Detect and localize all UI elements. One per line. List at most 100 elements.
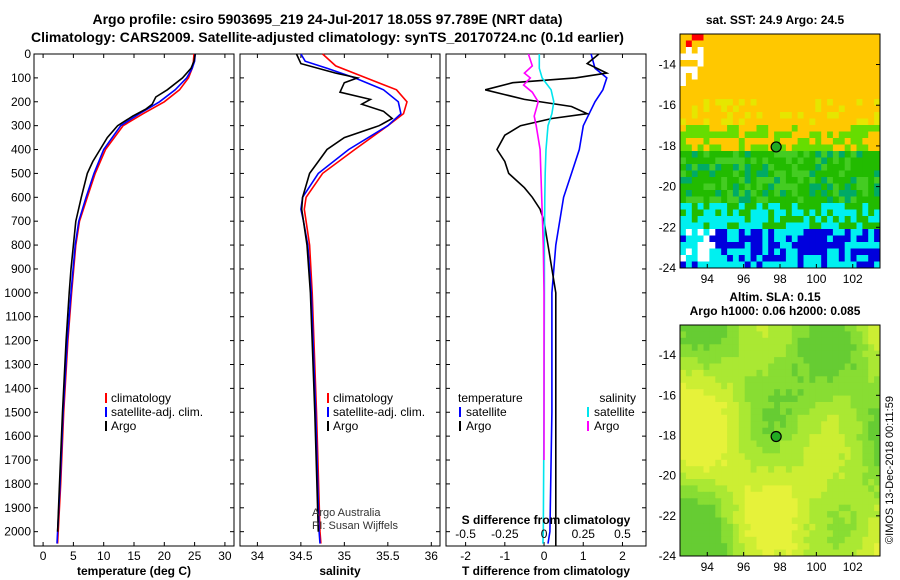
map-cell	[815, 511, 822, 518]
map-cell	[680, 144, 687, 152]
map-cell	[862, 131, 869, 139]
map-cell	[721, 414, 728, 422]
legend-label: climatology	[111, 391, 171, 405]
map-cell	[815, 170, 822, 178]
map-cell	[856, 485, 863, 493]
map-cell	[874, 170, 881, 178]
map-cell	[797, 92, 804, 100]
map-cell	[838, 40, 846, 48]
map-cell	[844, 434, 852, 441]
map-cell	[691, 357, 699, 364]
map-cell	[685, 498, 693, 506]
map-cell	[809, 177, 816, 184]
map-cell	[744, 92, 752, 100]
map-cell	[744, 190, 752, 197]
map-cell	[715, 434, 722, 441]
map-cell	[774, 453, 781, 461]
map-cell	[780, 99, 787, 106]
map-cell	[744, 453, 752, 461]
map-cell	[803, 337, 810, 345]
map-cell	[827, 255, 834, 262]
map-cell	[838, 331, 846, 339]
map-cell	[844, 421, 852, 429]
map-cell	[785, 344, 793, 352]
map-cell	[709, 536, 716, 544]
map-cell	[850, 125, 857, 132]
map-cell	[838, 389, 846, 397]
map-cell	[768, 331, 775, 339]
map-cell	[850, 203, 857, 210]
map-cell	[856, 363, 863, 371]
map-cell	[727, 511, 734, 518]
map-cell	[809, 86, 816, 93]
map-cell	[762, 235, 769, 243]
map-cell	[685, 453, 693, 461]
map-cell	[844, 472, 852, 480]
map-cell	[797, 440, 804, 448]
title-line-2: Climatology: CARS2009. Satellite-adjuste…	[31, 29, 624, 45]
map-cell	[756, 92, 763, 100]
map-cell	[850, 53, 857, 61]
x-tick-label: 0	[40, 549, 47, 563]
map-cell	[685, 472, 693, 480]
map-cell	[750, 523, 757, 531]
map-cell	[709, 530, 716, 538]
map-cell	[691, 99, 699, 106]
map-cell	[750, 138, 757, 145]
map-cell	[715, 112, 722, 119]
map-cell	[697, 530, 704, 538]
map-cell	[774, 530, 781, 538]
map-cell	[874, 112, 881, 119]
map-cell	[685, 248, 693, 256]
map-cell	[785, 99, 793, 106]
map-cell	[774, 511, 781, 518]
map-cell	[721, 459, 728, 467]
map-cell	[856, 235, 863, 243]
map-cell	[709, 511, 716, 518]
map-cell	[832, 523, 840, 531]
map-y-tick-label: -16	[659, 388, 677, 402]
map-cell	[815, 131, 822, 139]
map-cell	[744, 459, 752, 467]
map-cell	[750, 395, 757, 403]
map-cell	[850, 421, 857, 429]
map-cell	[838, 357, 846, 364]
map-cell	[868, 504, 875, 512]
plot-frame-salinity	[239, 53, 441, 547]
map-cell	[791, 209, 799, 217]
map-cell	[762, 40, 769, 48]
map-cell	[780, 53, 787, 61]
map-cell	[868, 112, 875, 119]
map-cell	[762, 261, 769, 269]
map-cell	[803, 434, 810, 441]
map-cell	[715, 517, 722, 525]
map-cell	[697, 47, 704, 54]
map-cell	[827, 504, 834, 512]
map-cell	[756, 209, 763, 217]
map-cell	[821, 190, 828, 197]
argo-position-marker	[770, 141, 782, 153]
map-cell	[856, 151, 863, 158]
depth-tick-label: 900	[11, 262, 31, 276]
map-cell	[780, 235, 787, 243]
map-cell	[862, 414, 869, 422]
map-cell	[827, 86, 834, 93]
map-cell	[756, 73, 763, 80]
map-cell	[727, 466, 734, 474]
map-cell	[809, 105, 816, 113]
map-cell	[680, 118, 687, 126]
map-cell	[732, 222, 740, 230]
map-cell	[868, 164, 875, 171]
map-cell	[721, 99, 728, 106]
map-cell	[715, 105, 722, 113]
map-cell	[685, 235, 693, 243]
map-cell	[703, 350, 710, 358]
map-cell	[791, 369, 799, 377]
map-cell	[844, 125, 852, 132]
map-cell	[685, 530, 693, 538]
map-cell	[697, 402, 704, 409]
map-cell	[685, 131, 693, 139]
map-cell	[856, 389, 863, 397]
map-cell	[697, 536, 704, 544]
map-cell	[850, 60, 857, 67]
